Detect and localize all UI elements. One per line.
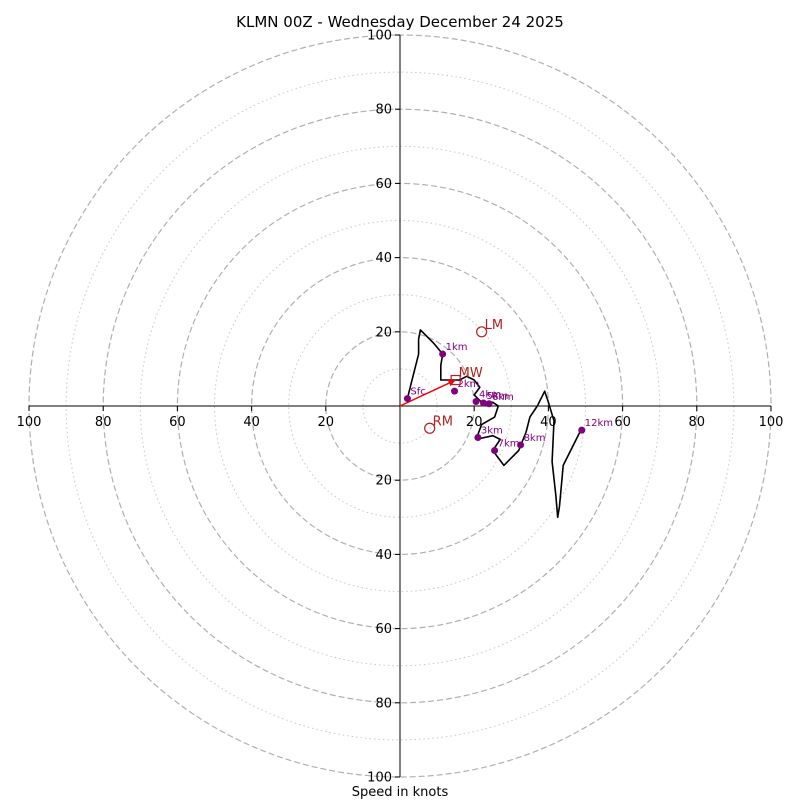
height-point-8km xyxy=(517,441,525,449)
height-point-4km xyxy=(472,398,480,406)
height-point-Sfc xyxy=(403,395,411,403)
x-tick-label: 60 xyxy=(169,415,186,430)
storm-motion-marker-RM xyxy=(424,422,436,434)
height-label-5km: 5km xyxy=(486,391,508,402)
storm-motion-marker-LM xyxy=(476,326,488,338)
height-point-12km xyxy=(578,426,586,434)
x-tick-label: 80 xyxy=(689,415,706,430)
y-tick-label: 40 xyxy=(375,251,392,266)
height-label-8km: 8km xyxy=(524,433,546,444)
x-tick-label: 100 xyxy=(17,415,42,430)
x-tick-label: 80 xyxy=(95,415,112,430)
height-label-4km: 4km xyxy=(479,390,501,401)
height-label-7km: 7km xyxy=(498,439,520,450)
height-point-5km xyxy=(479,399,487,407)
height-point-6km xyxy=(485,400,493,408)
storm-motion-label-RM: RM xyxy=(433,414,453,429)
x-axis-label: Speed in knots xyxy=(352,785,449,800)
height-point-3km xyxy=(474,434,482,442)
chart-title: KLMN 00Z - Wednesday December 24 2025 xyxy=(236,13,564,31)
x-tick-label: 40 xyxy=(243,415,260,430)
height-label-12km: 12km xyxy=(585,418,613,429)
height-label-6km: 6km xyxy=(492,392,514,403)
height-label-3km: 3km xyxy=(481,426,503,437)
y-tick-label: 60 xyxy=(375,622,392,637)
x-tick-label: 60 xyxy=(614,415,631,430)
x-tick-label: 20 xyxy=(466,415,483,430)
y-tick-label: 20 xyxy=(375,474,392,489)
y-tick-label: 20 xyxy=(375,325,392,340)
height-label-Sfc: Sfc xyxy=(410,387,425,398)
height-point-2km xyxy=(451,387,459,395)
y-tick-label: 80 xyxy=(375,696,392,711)
storm-motion-label-LM: LM xyxy=(485,318,503,333)
hodograph-trace xyxy=(406,329,583,519)
x-tick-label: 100 xyxy=(759,415,784,430)
storm-motion-label-MW: MW xyxy=(459,366,483,381)
storm-motion-marker-MW xyxy=(450,374,461,386)
y-tick-label: 60 xyxy=(375,177,392,192)
mean-wind-vector xyxy=(399,379,456,407)
y-tick-label: 80 xyxy=(375,103,392,118)
height-label-2km: 2km xyxy=(458,379,480,390)
y-tick-label: 100 xyxy=(367,771,392,786)
tick-labels: 100 80 60 40 20 20 40 60 80 100 100 80 60 40 20 20 40 60 8… xyxy=(17,29,784,786)
y-tick-label: 40 xyxy=(375,548,392,563)
height-point-1km xyxy=(439,350,447,358)
y-tick-label: 100 xyxy=(367,29,392,44)
height-label-1km: 1km xyxy=(446,342,468,353)
height-point-7km xyxy=(491,447,499,455)
x-tick-label: 40 xyxy=(540,415,557,430)
x-tick-label: 20 xyxy=(318,415,335,430)
